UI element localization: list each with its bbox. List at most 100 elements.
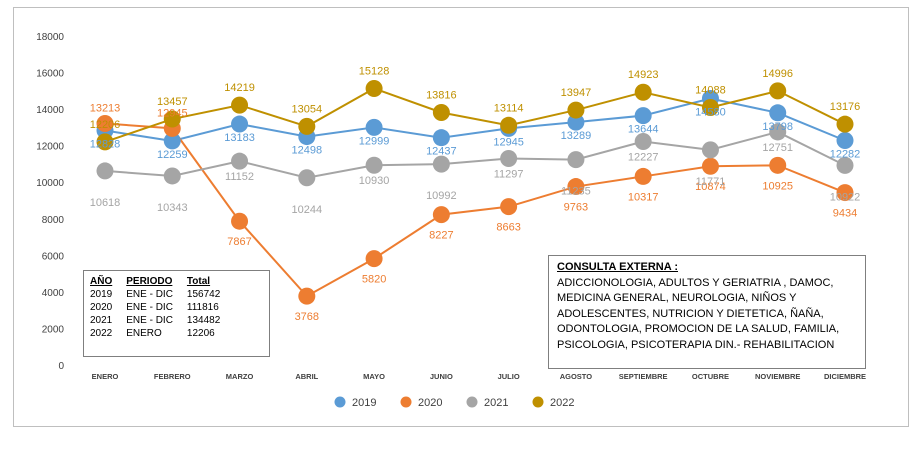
data-label-2020: 5820: [362, 274, 386, 286]
summary-cell: ENERO: [126, 328, 162, 339]
data-point-2022: [634, 83, 652, 101]
summary-header-period: PERIODO: [126, 276, 173, 287]
data-point-2019: [567, 113, 585, 131]
data-label-2022: 13457: [157, 96, 188, 108]
x-tick-label: FEBRERO: [154, 372, 191, 381]
legend-marker-2019: [334, 396, 346, 408]
x-tick-label: SEPTIEMBRE: [619, 372, 668, 381]
summary-table-box: AÑO PERIODO Total 2019 ENE - DIC 156742 …: [83, 270, 270, 357]
data-point-2022: [96, 133, 114, 151]
data-point-2022: [163, 110, 181, 128]
data-label-2020: 13213: [90, 102, 121, 114]
summary-cell: 12206: [186, 328, 215, 339]
legend-marker-2021: [466, 396, 478, 408]
data-label-2022: 14219: [224, 82, 255, 94]
legend-marker-2020: [400, 396, 412, 408]
data-point-2020: [365, 250, 383, 268]
y-tick-label: 18000: [36, 32, 64, 43]
y-tick-label: 12000: [36, 142, 64, 153]
summary-header-total: Total: [186, 276, 211, 287]
note-title: CONSULTA EXTERNA :: [557, 261, 678, 273]
y-tick-label: 14000: [36, 105, 64, 116]
data-point-2019: [432, 129, 450, 147]
summary-cell: 111816: [186, 302, 219, 313]
data-point-2022: [769, 82, 787, 100]
data-label-2021: 11152: [225, 171, 254, 183]
data-point-2020: [836, 184, 854, 202]
summary-row: 2021 ENE - DIC 134482: [90, 314, 234, 327]
data-label-2022: 13816: [426, 89, 457, 101]
data-label-2019: 14580: [695, 107, 726, 119]
data-point-2020: [769, 156, 787, 174]
data-label-2021: 11297: [494, 169, 524, 181]
data-point-2020: [701, 157, 719, 175]
x-tick-label: AGOSTO: [560, 372, 593, 381]
data-label-2020: 8663: [496, 222, 520, 234]
data-label-2021: 10992: [426, 190, 457, 202]
data-label-2019: 13183: [224, 132, 255, 144]
legend-label-2021: 2021: [484, 397, 508, 409]
data-label-2019: 12282: [830, 149, 861, 161]
data-label-2019: 12498: [292, 145, 323, 157]
summary-cell: 2021: [90, 315, 113, 326]
data-point-2020: [567, 178, 585, 196]
data-label-2019: 13644: [628, 124, 659, 136]
summary-cell: 134482: [186, 315, 221, 326]
summary-cell: ENE - DIC: [126, 289, 173, 300]
x-tick-label: MAYO: [363, 372, 385, 381]
data-label-2022: 13054: [292, 103, 323, 115]
summary-row: 2020 ENE - DIC 111816: [90, 301, 234, 314]
data-label-2020: 7867: [227, 236, 251, 248]
data-label-2021: 10618: [90, 197, 121, 209]
series-line-2022: [104, 87, 846, 143]
data-label-2020: 10925: [762, 180, 793, 192]
data-label-2019: 12437: [426, 146, 457, 158]
data-label-2022: 13947: [561, 87, 592, 99]
data-point-2021: [500, 150, 518, 168]
data-point-2019: [231, 115, 249, 133]
summary-row: 2019 ENE - DIC 156742: [90, 288, 234, 301]
legend-label-2022: 2022: [550, 397, 574, 409]
y-tick-label: 0: [58, 361, 64, 372]
data-point-2019: [163, 132, 181, 150]
y-tick-label: 16000: [36, 69, 64, 80]
data-label-2020: 9434: [833, 208, 857, 220]
x-tick-label: NOVIEMBRE: [755, 372, 800, 381]
data-point-2021: [298, 169, 316, 187]
data-label-2020: 9763: [564, 202, 588, 214]
series-line-2021: [104, 130, 846, 179]
data-label-2019: 12945: [493, 136, 524, 148]
data-label-2021: 10343: [157, 202, 188, 214]
data-label-2022: 15128: [359, 65, 390, 77]
data-point-2019: [836, 132, 854, 150]
data-label-2019: 12259: [157, 149, 188, 161]
data-label-2019: 13798: [762, 121, 793, 133]
data-point-2022: [701, 99, 719, 117]
x-tick-label: DICIEMBRE: [824, 372, 866, 381]
data-point-2022: [298, 117, 316, 135]
data-point-2020: [231, 212, 249, 230]
y-tick-label: 8000: [42, 215, 65, 226]
data-label-2021: 11235: [561, 186, 591, 198]
data-label-2019: 12999: [359, 135, 390, 147]
data-point-2020: [432, 206, 450, 224]
legend-label-2019: 2019: [352, 397, 376, 409]
data-label-2022: 14996: [762, 68, 793, 80]
note-line: PSICOLOGIA, PSICOTERAPIA DIN.- REHABILIT…: [557, 338, 835, 351]
data-label-2021: 10244: [292, 204, 323, 216]
x-tick-label: ENERO: [92, 372, 119, 381]
data-point-2021: [432, 155, 450, 173]
data-point-2022: [567, 101, 585, 119]
data-point-2022: [231, 96, 249, 114]
summary-header-year: AÑO: [90, 276, 113, 287]
data-label-2020: 10874: [695, 181, 726, 193]
data-point-2021: [836, 156, 854, 174]
data-point-2022: [836, 115, 854, 133]
data-label-2021: 11771: [696, 176, 726, 188]
data-label-2022: 14088: [695, 85, 726, 97]
x-tick-label: OCTUBRE: [692, 372, 729, 381]
summary-cell: ENE - DIC: [126, 315, 173, 326]
y-tick-label: 6000: [42, 251, 65, 262]
x-tick-label: JULIO: [498, 372, 520, 381]
note-line: MEDICINA GENERAL, NEUROLOGIA, NIÑOS Y: [557, 292, 797, 304]
